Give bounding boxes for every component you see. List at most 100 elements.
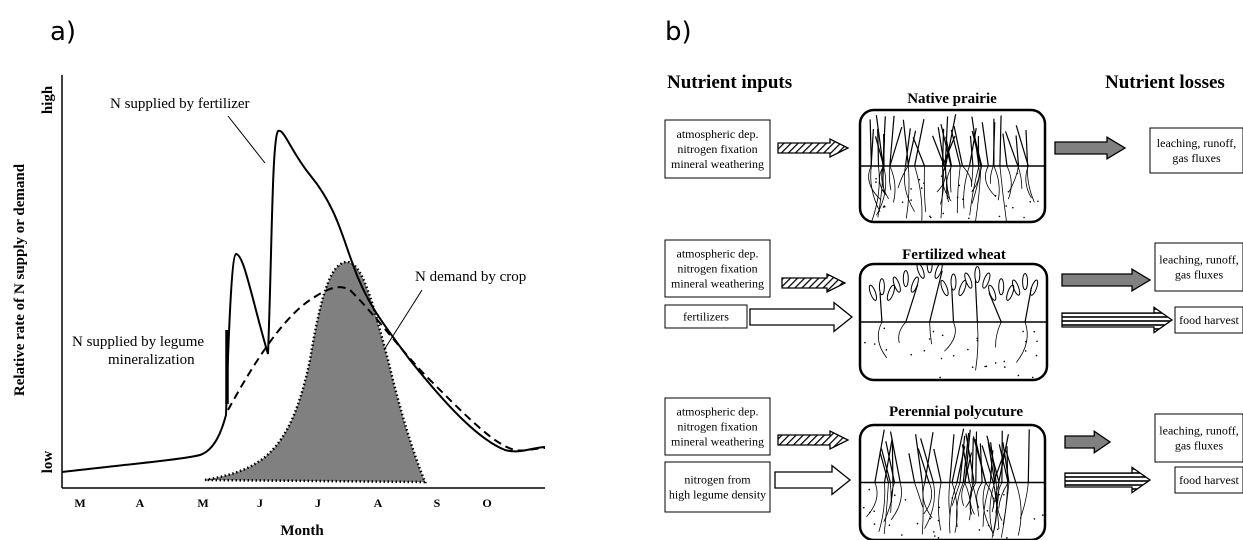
wheat-head — [964, 272, 973, 289]
soil-dot — [992, 497, 995, 500]
soil-dot — [994, 500, 997, 502]
soil-dot — [869, 511, 871, 514]
root-stroke — [951, 482, 958, 533]
soil-dot — [1023, 216, 1025, 219]
soil-dot — [1025, 340, 1027, 343]
box-text: fertilizers — [683, 310, 729, 324]
root-stroke — [898, 321, 907, 344]
soil-dot — [958, 184, 961, 187]
root-stroke — [961, 482, 966, 507]
root-stroke — [982, 482, 991, 527]
box-text: atmospheric dep. — [677, 247, 759, 261]
soil-dot — [893, 494, 896, 497]
wheat-head — [998, 278, 1005, 296]
soil-dot — [875, 177, 877, 180]
root-stroke — [903, 165, 915, 212]
wheat-head — [878, 278, 885, 296]
soil-dot — [1004, 366, 1006, 368]
arrow — [749, 301, 854, 333]
plant-stroke — [956, 446, 966, 483]
y-low: low — [40, 451, 56, 474]
soil-dot — [932, 330, 935, 333]
plant-stroke — [912, 137, 926, 167]
wheat-head — [892, 276, 901, 293]
plant-stroke — [986, 435, 1000, 483]
wheat-head — [950, 273, 957, 291]
wheat-head — [902, 270, 909, 288]
soil-dot — [910, 188, 912, 190]
box-text: mineral weathering — [671, 435, 764, 449]
plant-stroke — [989, 450, 994, 483]
root-stroke — [938, 482, 942, 531]
soil-dot — [969, 508, 972, 510]
soil-dot — [984, 365, 986, 368]
plant-stroke — [902, 119, 910, 167]
scene-illustration — [860, 428, 1045, 539]
plant-stroke — [1015, 135, 1020, 167]
plant-stroke — [949, 434, 955, 483]
annotation: N supplied by fertilizer — [110, 96, 250, 112]
soil-dot — [1017, 374, 1020, 377]
box-text: food harvest — [1179, 473, 1239, 487]
root-stroke — [921, 482, 924, 535]
soil-dot — [904, 499, 907, 501]
box-text: atmospheric dep. — [677, 127, 759, 141]
plant-stroke — [998, 444, 1009, 483]
wheat-head — [1029, 279, 1039, 296]
box-text: nitrogen fixation — [677, 262, 757, 276]
soil-dot — [918, 178, 921, 181]
root-stroke — [888, 165, 892, 191]
root-stroke — [993, 165, 1000, 201]
soil-dot — [1006, 537, 1008, 539]
plant-stroke — [889, 126, 903, 167]
root-stroke — [924, 482, 935, 529]
soil-dot — [1024, 350, 1027, 352]
plant-stroke — [942, 135, 956, 167]
soil-dot — [888, 524, 891, 526]
wheat-head — [868, 284, 878, 301]
wheat-head — [1011, 279, 1021, 296]
wheat-head — [934, 264, 943, 279]
arrow — [1061, 268, 1152, 292]
plant-stroke — [1002, 442, 1010, 483]
soil-dot — [971, 366, 974, 368]
arrow — [1054, 136, 1127, 160]
soil-dot — [901, 201, 904, 203]
wheat-head — [974, 266, 981, 284]
soil-dot — [883, 327, 886, 330]
plant-stroke — [981, 122, 989, 167]
arrow — [777, 429, 850, 451]
root-stroke — [914, 482, 924, 508]
x-tick-label: J — [257, 496, 263, 510]
plant-stroke — [969, 135, 974, 167]
soil-dot — [937, 537, 940, 539]
root-stroke — [890, 482, 902, 521]
soil-dot — [962, 198, 964, 201]
arrow — [774, 464, 852, 496]
x-tick-label: M — [197, 496, 208, 510]
text-box — [1174, 466, 1243, 494]
box-text: leaching, runoff, — [1159, 424, 1238, 438]
arrow — [781, 272, 847, 294]
soil-dot — [928, 338, 931, 340]
plant-stroke — [917, 448, 930, 483]
soil-dot — [910, 199, 912, 201]
root-stroke — [971, 165, 983, 204]
soil-dot — [1033, 518, 1036, 520]
root-stroke — [998, 482, 1009, 509]
soil-dot — [1003, 360, 1006, 363]
wheat-head — [940, 279, 949, 297]
root-stroke — [991, 482, 1000, 513]
soil-dot — [933, 531, 935, 533]
x-tick-label: O — [482, 496, 491, 510]
plant-stroke — [877, 128, 880, 167]
panel-label: a) — [50, 17, 76, 47]
plant-stroke — [891, 442, 894, 483]
plant-stroke — [879, 292, 883, 323]
plant-stroke — [1027, 429, 1030, 483]
soil-dot — [968, 217, 970, 220]
root-stroke — [897, 165, 909, 189]
x-tick-label: A — [374, 496, 383, 510]
plant-stroke — [908, 453, 916, 483]
soil-dot — [972, 189, 974, 192]
